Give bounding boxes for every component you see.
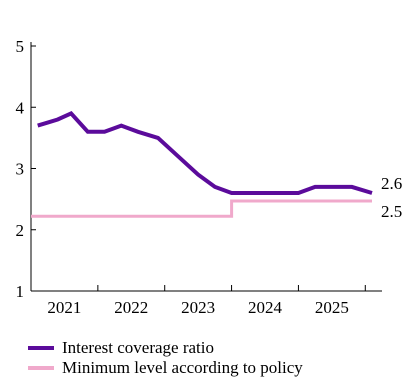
legend-item-minimum-level: Minimum level according to policy — [28, 358, 303, 378]
x-tick-label: 2025 — [315, 298, 349, 317]
end-label-interest-coverage: 2.6 — [381, 174, 402, 193]
y-tick-label: 3 — [16, 160, 25, 179]
chart-axes — [30, 42, 382, 292]
y-tick-label: 1 — [16, 282, 25, 301]
series-line-minimum-level — [31, 199, 372, 218]
x-tick-label: 2023 — [181, 298, 215, 317]
chart-end-labels: 2.62.5 — [381, 174, 402, 221]
y-tick-label: 2 — [16, 221, 25, 240]
x-tick-label: 2022 — [114, 298, 148, 317]
series-line-interest-coverage — [37, 110, 373, 195]
y-tick-label: 4 — [16, 98, 25, 117]
legend-label-minimum-level: Minimum level according to policy — [62, 358, 303, 377]
legend-item-interest-coverage: Interest coverage ratio — [28, 338, 303, 358]
chart-series — [31, 110, 373, 218]
x-tick-label: 2021 — [47, 298, 81, 317]
legend-swatch-interest-coverage — [28, 346, 54, 350]
chart-legend: Interest coverage ratio Minimum level ac… — [28, 338, 303, 378]
y-tick-label: 5 — [16, 37, 25, 56]
legend-swatch-minimum-level — [28, 366, 54, 370]
chart-ticks: 1 2 3 4 5 2021 2022 2023 2024 2025 — [16, 37, 366, 317]
x-tick-label: 2024 — [248, 298, 283, 317]
legend-label-interest-coverage: Interest coverage ratio — [62, 338, 214, 357]
end-label-minimum-level: 2.5 — [381, 202, 402, 221]
